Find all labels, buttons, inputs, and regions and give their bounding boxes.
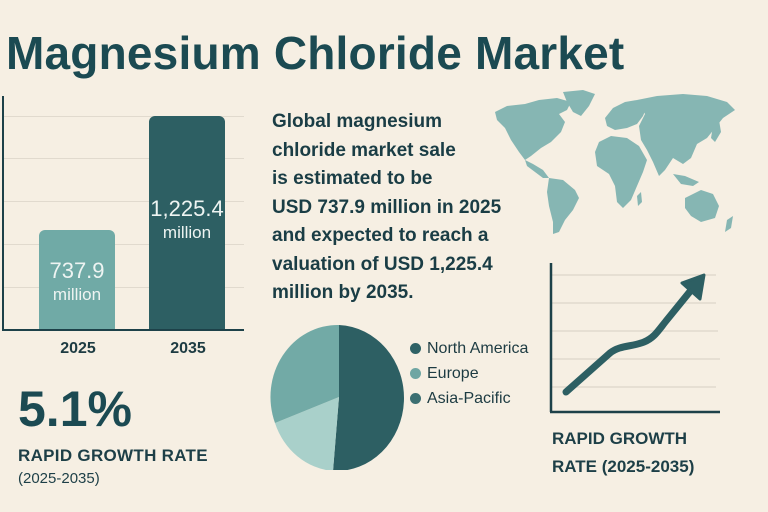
trend-line [562, 285, 696, 396]
x-axis [2, 329, 244, 331]
description-line: chloride market sale [272, 139, 456, 161]
growth-rate-period: (2025-2035) [18, 470, 100, 487]
pie-slice-asia-pacific [270, 324, 339, 423]
bar-value: 737.9 [49, 258, 105, 283]
growth-label-line2: RATE (2025-2035) [552, 457, 695, 476]
legend-item-europe: Europe [410, 361, 528, 386]
bar-2035: 1,225.4 million [149, 116, 225, 330]
gridline [4, 287, 244, 288]
x-label-2035: 2035 [170, 340, 206, 357]
growth-chart-label: RAPID GROWTH RATE (2025-2035) [552, 425, 694, 481]
legend-dot-icon [410, 368, 421, 379]
pie-slice-north-america [333, 325, 404, 470]
growth-label-line1: RAPID GROWTH [552, 429, 688, 448]
description-line: Global magnesium [272, 111, 442, 132]
description-line: valuation of USD 1,225.4 [272, 253, 493, 275]
bar-2025: 737.9 million [39, 230, 115, 330]
description-line: million by 2035. [272, 282, 414, 303]
growth-rate-label: RAPID GROWTH RATE [18, 446, 208, 465]
growth-rate-value: 5.1% [18, 381, 132, 437]
description-line: and expected to reach a [272, 225, 489, 246]
gridline [4, 201, 244, 202]
pie-slice-europe [275, 397, 339, 470]
legend-item-north-america: North America [410, 336, 528, 361]
bar-value: 1,225.4 [150, 196, 224, 221]
gridline [4, 116, 244, 117]
market-size-bar-chart: 737.9 million 1,225.4 million 2025 2035 [0, 90, 250, 370]
bar-unit: million [162, 223, 212, 242]
world-map-icon [495, 90, 735, 234]
gridline [4, 244, 244, 245]
legend-label: Europe [427, 364, 479, 382]
description-line: USD 737.9 million in 2025 [272, 196, 502, 218]
gridline [4, 158, 244, 159]
page-title: Magnesium Chloride Market [6, 27, 625, 79]
legend-item-asia-pacific: Asia-Pacific [410, 386, 528, 411]
growth-trend-chart [549, 263, 720, 414]
trend-up-arrow-icon [680, 273, 706, 301]
legend-dot-icon [410, 343, 421, 354]
pie-legend: North America Europe Asia-Pacific [410, 336, 528, 411]
x-label-2025: 2025 [60, 340, 96, 357]
legend-label: Asia-Pacific [427, 389, 511, 407]
legend-label: North America [427, 339, 529, 357]
description-line: is estimated to be [272, 168, 433, 189]
bar-unit: million [52, 285, 102, 304]
y-axis [2, 96, 4, 331]
market-description: Global magnesium chloride market sale is… [272, 108, 542, 308]
legend-dot-icon [410, 393, 421, 404]
regional-share-pie-chart [270, 324, 404, 470]
